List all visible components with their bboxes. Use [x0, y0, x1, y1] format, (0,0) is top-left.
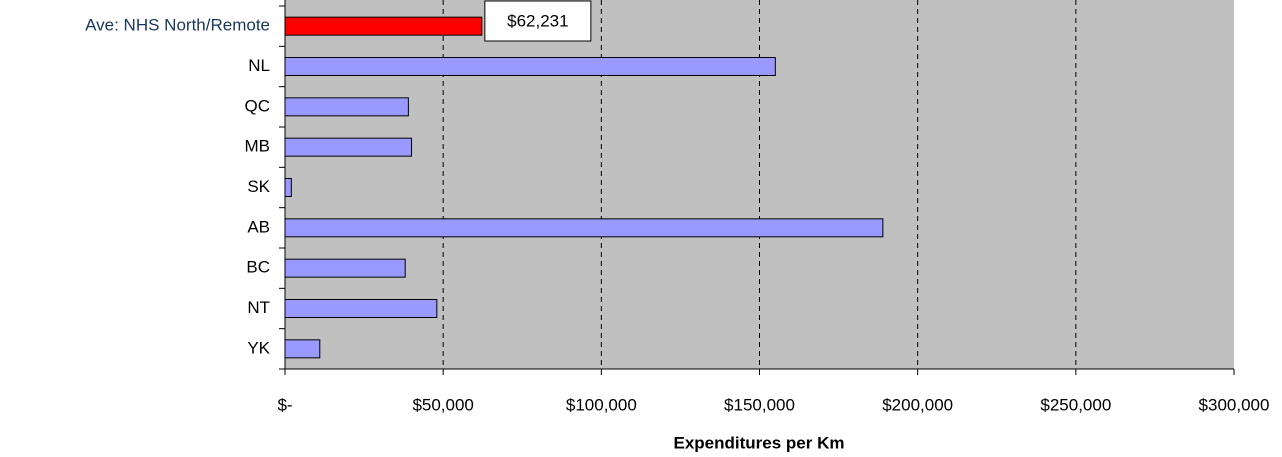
- data-label-box: [484, 0, 592, 42]
- bar: [284, 57, 776, 76]
- bar: [284, 218, 884, 238]
- y-tick-label: NT: [247, 298, 270, 317]
- x-tick-label: $200,000: [882, 395, 953, 414]
- x-tick-label: $250,000: [1040, 395, 1111, 414]
- bar: [284, 299, 438, 318]
- y-tick-label: NL: [248, 56, 270, 75]
- x-axis-title: Expenditures per Km: [674, 433, 845, 452]
- bar: [284, 339, 321, 359]
- y-tick-label: Ave: NHS North/Remote: [85, 16, 270, 35]
- y-tick-label: AB: [247, 217, 270, 236]
- bar: [284, 97, 409, 117]
- y-tick-label: BC: [246, 258, 270, 277]
- bar: [284, 178, 292, 197]
- bar: [284, 16, 483, 36]
- y-tick-label: MB: [245, 137, 271, 156]
- bar: [284, 137, 413, 157]
- x-tick-label: $300,000: [1199, 395, 1270, 414]
- y-tick-label: QC: [245, 96, 271, 115]
- x-tick-label: $150,000: [724, 395, 795, 414]
- data-label: $62,231: [507, 12, 568, 31]
- x-tick-label: $50,000: [412, 395, 473, 414]
- y-tick-label: YK: [247, 338, 270, 357]
- bar: [284, 258, 406, 278]
- x-tick-label: $100,000: [566, 395, 637, 414]
- x-tick-label: $-: [277, 395, 292, 414]
- y-tick-label: SK: [247, 177, 270, 196]
